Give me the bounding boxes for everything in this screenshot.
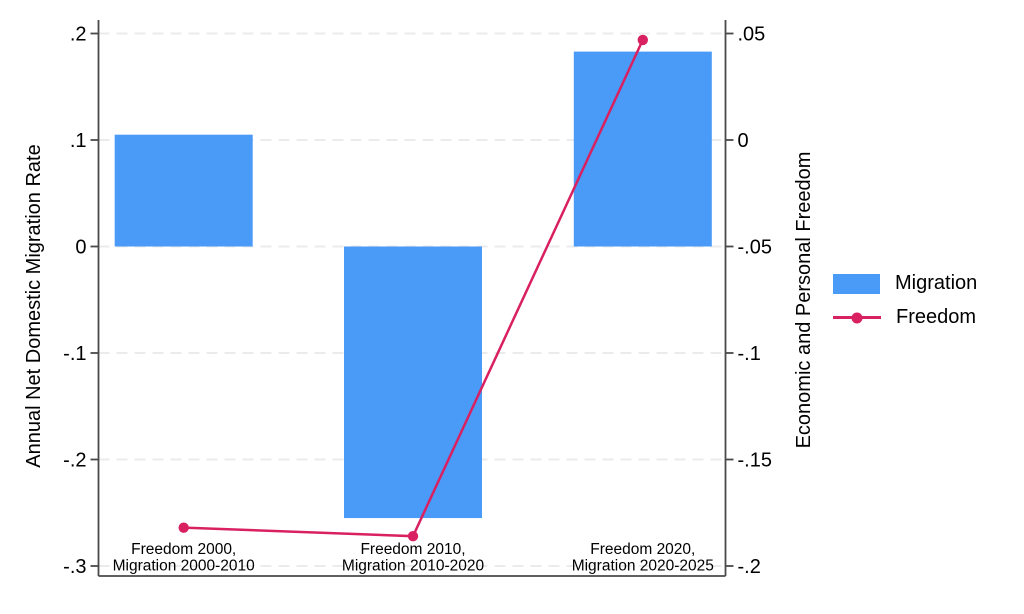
point-freedom-1 [407,530,419,542]
right-tick-label-1: 0 [738,130,749,152]
right-tick-label-3: -.1 [738,343,761,365]
legend-label-migration: Migration [895,272,978,294]
category-label-2-line-1: Migration 2020-2025 [572,558,714,575]
right-axis-title: Economic and Personal Freedom [793,151,815,449]
right-tick-label-0: .05 [738,24,766,46]
legend: Migration Freedom [833,272,977,329]
legend-label-freedom: Freedom [896,306,977,328]
category-label-0-line-0: Freedom 2000, [131,541,236,558]
left-tick-label-2: 0 [75,237,86,259]
legend-swatch-migration-icon [833,273,880,294]
point-freedom-0 [178,522,189,533]
category-label-1-line-1: Migration 2010-2020 [342,558,485,575]
bar-migration-1 [344,246,482,519]
bar-migration-2 [573,51,712,247]
legend-line-marker-icon [833,308,881,328]
bar-migration-0 [114,134,253,247]
point-freedom-2 [637,34,648,46]
left-axis-title: Annual Net Domestic Migration Rate [23,144,45,468]
left-tick-label-0: .2 [70,24,87,46]
right-tick-label-4: -.15 [738,450,772,472]
left-tick-label-5: -.3 [63,556,86,578]
right-tick-label-5: -.2 [738,556,761,578]
left-tick-label-4: -.2 [63,450,86,472]
legend-dot-icon [851,312,863,323]
category-label-1-line-0: Freedom 2010, [360,541,465,558]
category-label-0-line-1: Migration 2000-2010 [113,558,256,575]
left-tick-label-3: -.1 [63,343,86,365]
right-tick-label-2: -.05 [738,237,772,259]
left-tick-label-1: .1 [70,130,87,152]
category-label-2-line-0: Freedom 2020, [590,541,695,558]
legend-item-migration: Migration [833,272,977,295]
legend-item-freedom: Freedom [833,306,977,329]
